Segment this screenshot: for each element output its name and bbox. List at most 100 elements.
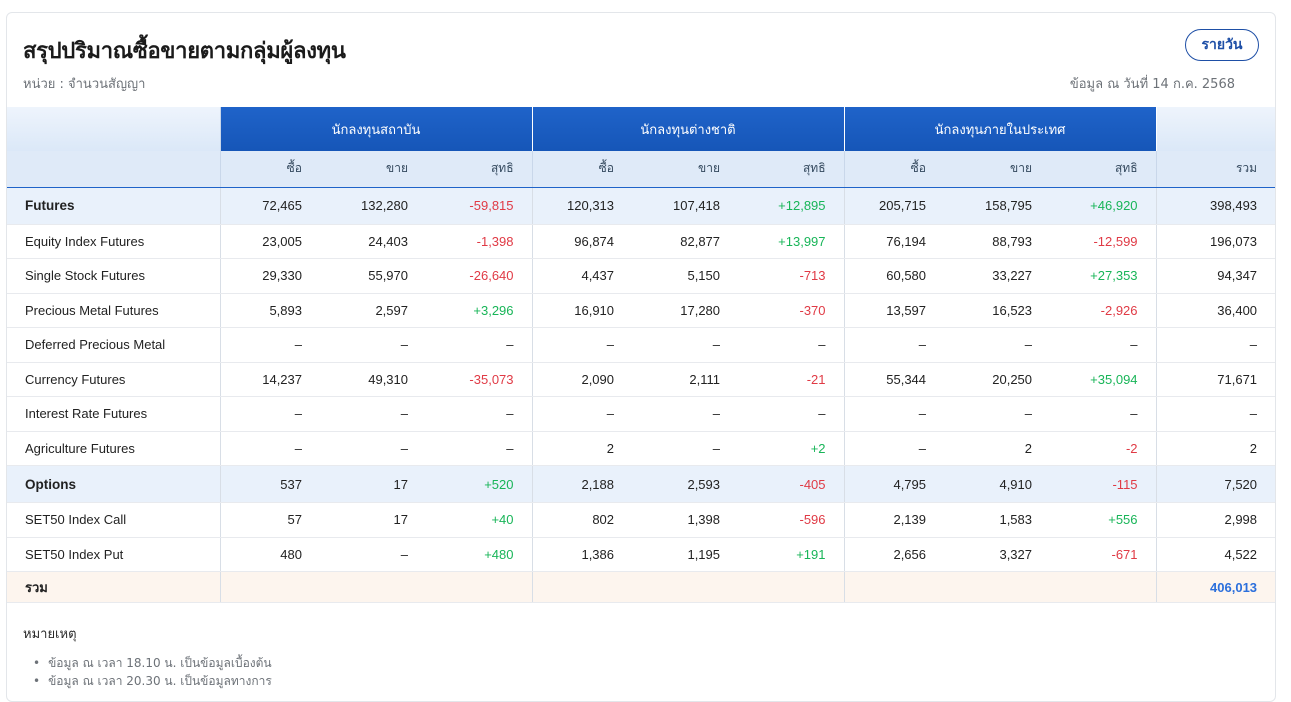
cell-buy: – xyxy=(844,431,945,466)
cell-buy: 55,344 xyxy=(844,362,945,397)
row-label: Futures xyxy=(7,187,221,225)
cell-total: 2 xyxy=(1156,431,1276,466)
cell-net: -26,640 xyxy=(426,258,533,294)
col-buy: ซื้อ xyxy=(220,151,320,188)
header-total-blank xyxy=(1156,107,1276,151)
cell-net: +191 xyxy=(738,537,845,572)
col-net: สุทธิ xyxy=(738,151,845,188)
row-label: Deferred Precious Metal xyxy=(7,327,221,363)
period-toggle-button[interactable]: รายวัน xyxy=(1185,29,1259,61)
cell-sell: 1,195 xyxy=(632,537,739,572)
cell-buy: 1,386 xyxy=(532,537,633,572)
row-label: Options xyxy=(7,465,221,503)
cell-sell: – xyxy=(632,327,739,363)
total-empty-cell xyxy=(1050,571,1157,603)
col-net: สุทธิ xyxy=(1050,151,1157,188)
cell-total: 2,998 xyxy=(1156,502,1276,538)
cell-net: +12,895 xyxy=(738,187,845,225)
cell-sell: 16,523 xyxy=(944,293,1051,328)
cell-buy: 4,437 xyxy=(532,258,633,294)
cell-sell: 1,398 xyxy=(632,502,739,538)
cell-net: – xyxy=(738,327,845,363)
group-header-institutional: นักลงทุนสถาบัน xyxy=(219,107,533,151)
row-label: Interest Rate Futures xyxy=(7,396,221,432)
cell-sell: 2,597 xyxy=(320,293,426,328)
cell-sell: 4,910 xyxy=(944,465,1051,503)
cell-net: – xyxy=(426,431,533,466)
investor-summary-table: นักลงทุนสถาบัน นักลงทุนต่างชาติ นักลงทุน… xyxy=(7,107,1276,603)
cell-buy: 2 xyxy=(532,431,633,466)
cell-net: -1,398 xyxy=(426,224,533,259)
note-item: ข้อมูล ณ เวลา 20.30 น. เป็นข้อมูลทางการ xyxy=(33,672,272,690)
cell-sell: 1,583 xyxy=(944,502,1051,538)
cell-total: 4,522 xyxy=(1156,537,1276,572)
cell-net: +27,353 xyxy=(1050,258,1157,294)
table-body: Futures 72,465 132,280 -59,815 120,313 107,41… xyxy=(7,187,1276,603)
total-empty-cell xyxy=(320,571,426,603)
cell-sell: 20,250 xyxy=(944,362,1051,397)
cell-total: 7,520 xyxy=(1156,465,1276,503)
cell-sell: 3,327 xyxy=(944,537,1051,572)
notes-list: ข้อมูล ณ เวลา 18.10 น. เป็นข้อมูลเบื้องต… xyxy=(23,654,272,690)
notes-title: หมายเหตุ xyxy=(23,627,77,642)
cell-net: +2 xyxy=(738,431,845,466)
table-row: SET50 Index Put 480– +480 1,386 1,195 +191 2,6… xyxy=(7,537,1276,572)
table-row: Equity Index Futures 23,005 24,403 -1,398 96… xyxy=(7,224,1276,259)
cell-buy: 2,188 xyxy=(532,465,633,503)
table-group-row: Futures 72,465 132,280 -59,815 120,313 107,41… xyxy=(7,187,1276,225)
col-buy: ซื้อ xyxy=(844,151,945,188)
cell-buy: – xyxy=(220,396,320,432)
table-row: SET50 Index Call 57 17 +40 802 1,398 -596 2,139… xyxy=(7,502,1276,538)
cell-sell: 17,280 xyxy=(632,293,739,328)
table-row: Deferred Precious Metal – – – – – – – – – – xyxy=(7,327,1276,363)
total-label: รวม xyxy=(7,571,221,603)
cell-sell: – xyxy=(944,396,1051,432)
cell-sell: – xyxy=(320,327,426,363)
total-empty-cell xyxy=(426,571,533,603)
unit-label: หน่วย : จำนวนสัญญา xyxy=(23,77,146,92)
row-label: Equity Index Futures xyxy=(7,224,221,259)
cell-buy: 802 xyxy=(532,502,633,538)
cell-sell: – xyxy=(320,431,426,466)
cell-sell: 17 xyxy=(320,502,426,538)
cell-net: -21 xyxy=(738,362,845,397)
cell-buy: 29,330 xyxy=(220,258,320,294)
cell-sell: – xyxy=(320,537,426,572)
table-row: Precious Metal Futures 5,893 2,597 +3,296 16… xyxy=(7,293,1276,328)
cell-sell: 88,793 xyxy=(944,224,1051,259)
cell-sell: 5,150 xyxy=(632,258,739,294)
cell-buy: 96,874 xyxy=(532,224,633,259)
cell-net: -405 xyxy=(738,465,845,503)
cell-net: +13,997 xyxy=(738,224,845,259)
cell-net: +520 xyxy=(426,465,533,503)
cell-sell: 2 xyxy=(944,431,1051,466)
cell-buy: 14,237 xyxy=(220,362,320,397)
table-row: Interest Rate Futures – – – – – – – – – – xyxy=(7,396,1276,432)
cell-buy: 120,313 xyxy=(532,187,633,225)
cell-total: – xyxy=(1156,396,1276,432)
cell-sell: 132,280 xyxy=(320,187,426,225)
note-item: ข้อมูล ณ เวลา 18.10 น. เป็นข้อมูลเบื้องต… xyxy=(33,654,272,672)
row-label: SET50 Index Put xyxy=(7,537,221,572)
cell-total: 71,671 xyxy=(1156,362,1276,397)
cell-total: – xyxy=(1156,327,1276,363)
row-label: SET50 Index Call xyxy=(7,502,221,538)
cell-net: -12,599 xyxy=(1050,224,1157,259)
total-empty-cell xyxy=(944,571,1051,603)
cell-net: -115 xyxy=(1050,465,1157,503)
total-empty-cell xyxy=(532,571,633,603)
cell-net: -596 xyxy=(738,502,845,538)
row-label: Precious Metal Futures xyxy=(7,293,221,328)
cell-net: – xyxy=(1050,327,1157,363)
cell-buy: 72,465 xyxy=(220,187,320,225)
table-group-row: Options 537 17 +520 2,188 2,593 -405 4,795 4,910… xyxy=(7,465,1276,503)
cell-buy: 2,090 xyxy=(532,362,633,397)
cell-net: -2 xyxy=(1050,431,1157,466)
cell-net: – xyxy=(426,396,533,432)
cell-sell: 82,877 xyxy=(632,224,739,259)
table-row: Currency Futures 14,237 49,310 -35,073 2,090… xyxy=(7,362,1276,397)
group-header-local: นักลงทุนภายในประเทศ xyxy=(843,107,1157,151)
cell-buy: – xyxy=(532,327,633,363)
cell-net: -713 xyxy=(738,258,845,294)
cell-net: -671 xyxy=(1050,537,1157,572)
